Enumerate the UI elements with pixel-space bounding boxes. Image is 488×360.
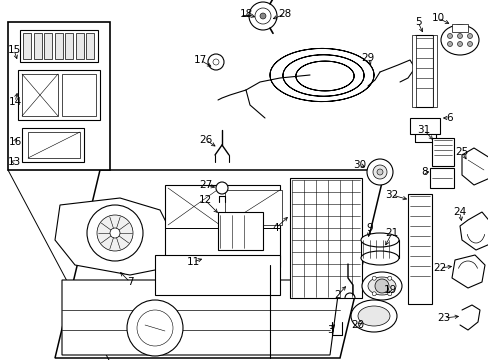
Bar [34, 33, 41, 59]
Bar [65, 33, 73, 59]
Text: 20: 20 [351, 320, 364, 330]
Ellipse shape [361, 272, 401, 300]
Bar [414, 35, 432, 107]
Bar [54, 33, 62, 59]
Polygon shape [62, 280, 339, 355]
Circle shape [216, 182, 227, 194]
Circle shape [457, 41, 462, 46]
Bar [8, 22, 110, 170]
Circle shape [387, 292, 391, 296]
Bar [23, 33, 31, 59]
Text: 32: 32 [385, 190, 398, 200]
Text: 25: 25 [454, 147, 468, 157]
Circle shape [371, 292, 375, 296]
Text: 28: 28 [278, 9, 291, 19]
Text: 4: 4 [272, 223, 279, 233]
Circle shape [371, 276, 375, 280]
Polygon shape [459, 212, 488, 250]
Bar [411, 35, 415, 107]
Bar [164, 185, 280, 267]
Circle shape [97, 215, 133, 251]
Text: 8: 8 [421, 167, 427, 177]
Ellipse shape [440, 25, 478, 55]
Bar [218, 212, 263, 250]
Circle shape [127, 300, 183, 356]
Circle shape [248, 2, 276, 30]
Bar [86, 33, 94, 59]
Circle shape [457, 33, 462, 39]
Text: 11: 11 [186, 257, 199, 267]
Text: 24: 24 [452, 207, 466, 217]
Text: 6: 6 [446, 113, 452, 123]
Bar [155, 255, 280, 295]
Circle shape [447, 33, 451, 39]
Circle shape [254, 8, 270, 24]
Bar [22, 74, 58, 116]
Circle shape [110, 228, 120, 238]
Text: 15: 15 [7, 45, 20, 55]
Text: 9: 9 [366, 223, 372, 233]
Circle shape [87, 205, 142, 261]
Text: 5: 5 [414, 17, 421, 27]
Text: 3: 3 [326, 325, 333, 335]
Text: 17: 17 [193, 55, 206, 65]
Text: 19: 19 [383, 285, 396, 295]
Polygon shape [55, 170, 384, 358]
Circle shape [376, 169, 382, 175]
Text: 26: 26 [199, 135, 212, 145]
Ellipse shape [360, 233, 398, 247]
Bar [289, 178, 361, 298]
Bar [44, 33, 52, 59]
Bar [20, 30, 98, 62]
Bar [409, 118, 439, 134]
Ellipse shape [367, 277, 395, 295]
Text: 7: 7 [126, 277, 133, 287]
Text: 23: 23 [436, 313, 450, 323]
Bar [407, 194, 431, 304]
Bar [432, 35, 436, 107]
Text: 29: 29 [361, 53, 374, 63]
Text: 18: 18 [239, 9, 252, 19]
Ellipse shape [360, 251, 398, 265]
Ellipse shape [357, 306, 389, 326]
Polygon shape [461, 148, 488, 185]
Bar [62, 74, 96, 116]
Bar [451, 24, 467, 32]
Bar [429, 168, 453, 188]
Ellipse shape [350, 300, 396, 332]
Circle shape [207, 54, 224, 70]
Circle shape [137, 310, 173, 346]
Text: 31: 31 [417, 125, 430, 135]
Bar [75, 33, 83, 59]
Circle shape [213, 59, 219, 65]
Circle shape [372, 165, 386, 179]
Text: 30: 30 [353, 160, 366, 170]
Circle shape [467, 33, 471, 39]
Circle shape [260, 13, 265, 19]
Polygon shape [55, 198, 175, 275]
Bar [22, 128, 84, 162]
Circle shape [447, 41, 451, 46]
Text: 21: 21 [385, 228, 398, 238]
Bar [431, 138, 453, 166]
Circle shape [366, 159, 392, 185]
Circle shape [467, 41, 471, 46]
Text: 14: 14 [8, 97, 21, 107]
Bar [224, 190, 282, 225]
Text: 27: 27 [199, 180, 212, 190]
Text: 10: 10 [430, 13, 444, 23]
Bar [360, 240, 398, 258]
Text: 12: 12 [198, 195, 211, 205]
Circle shape [387, 276, 391, 280]
Bar [28, 132, 80, 158]
Text: 2: 2 [334, 290, 341, 300]
Text: 16: 16 [8, 137, 21, 147]
Polygon shape [451, 255, 484, 288]
Text: 22: 22 [432, 263, 446, 273]
Circle shape [374, 279, 388, 293]
Text: 13: 13 [7, 157, 20, 167]
Bar [18, 70, 100, 120]
